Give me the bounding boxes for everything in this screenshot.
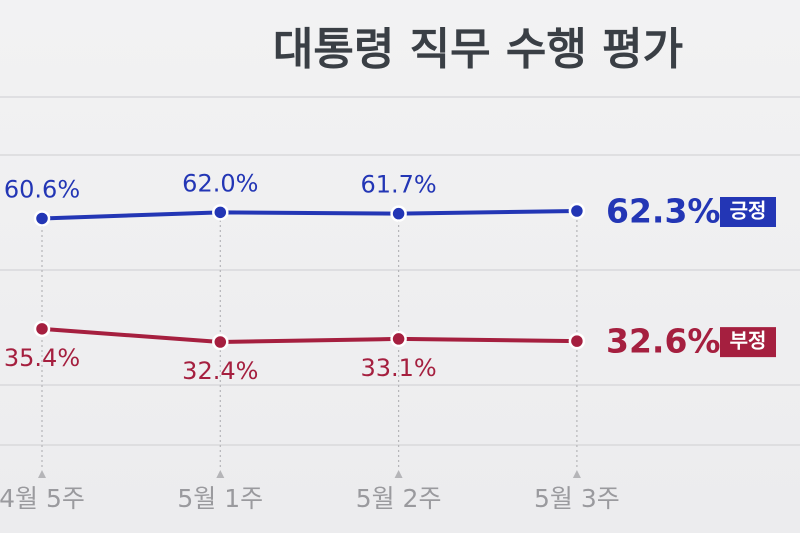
tick-triangle — [216, 470, 225, 478]
series-line — [41, 209, 577, 221]
point — [568, 202, 586, 220]
legend-badge — [720, 327, 776, 358]
background-lines — [0, 96, 800, 446]
point — [390, 205, 407, 222]
x-tick-label: 5월 1주 — [177, 484, 263, 513]
chart-title: 대통령 직무 수행 평가 — [273, 24, 683, 75]
value-label: 60.6% — [4, 175, 80, 203]
point — [212, 204, 229, 221]
tick-triangle — [394, 470, 403, 478]
value-label: 33.1% — [360, 354, 436, 382]
point — [568, 332, 586, 350]
point — [33, 210, 51, 227]
point — [390, 330, 407, 348]
x-tick-label: 5월 2주 — [356, 484, 442, 513]
value-label: 35.4% — [4, 344, 80, 372]
value-label: 61.7% — [360, 171, 436, 199]
legend-label: 부정 — [730, 329, 767, 353]
x-tick-label: 5월 3주 — [534, 484, 620, 513]
tick-triangle — [38, 470, 46, 478]
point — [212, 333, 229, 351]
legend-label: 긍정 — [730, 199, 767, 223]
x-tick-label: 4월 5주 — [0, 484, 85, 513]
last-value-label: 32.6% — [606, 322, 721, 361]
series-line — [41, 326, 577, 345]
legend-badge — [720, 197, 776, 227]
value-label: 32.4% — [182, 357, 258, 385]
tick-triangle — [572, 470, 581, 478]
value-label: 62.0% — [182, 169, 258, 197]
point — [33, 320, 51, 338]
last-value-label: 62.3% — [606, 192, 721, 231]
